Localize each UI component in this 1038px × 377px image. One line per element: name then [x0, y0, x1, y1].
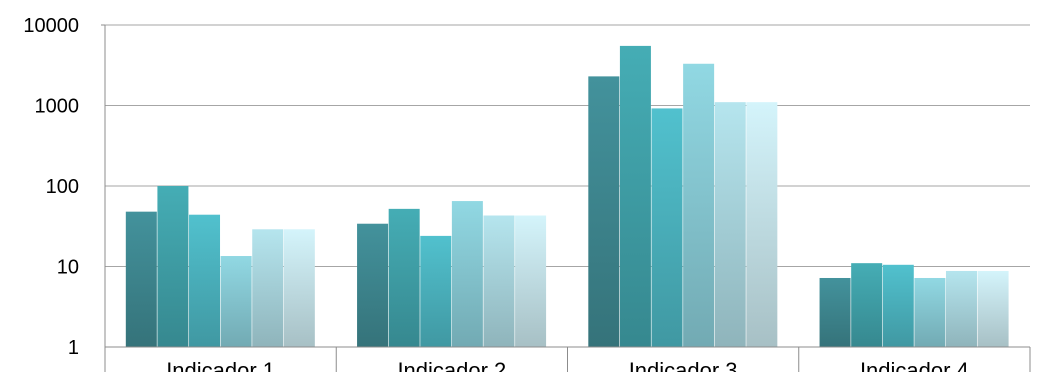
- bar: [125, 211, 157, 347]
- bars: [125, 45, 1009, 348]
- bar: [819, 277, 851, 347]
- bar: [283, 229, 315, 347]
- bar: [189, 214, 221, 347]
- bar: [515, 215, 547, 347]
- bar: [746, 102, 778, 347]
- bar: [683, 63, 715, 347]
- bar: [945, 270, 977, 347]
- y-tick-label: 10: [57, 257, 79, 279]
- x-tick-label: Indicador 2: [397, 358, 506, 372]
- bar: [977, 270, 1009, 347]
- bar: [714, 102, 746, 347]
- y-tick-label: 100: [46, 176, 79, 198]
- x-tick-label: Indicador 3: [629, 358, 738, 372]
- bar: [651, 108, 683, 348]
- axes: [101, 24, 1031, 372]
- bar: [357, 223, 389, 347]
- bar: [483, 215, 515, 347]
- bar: [220, 256, 252, 347]
- bar: [157, 186, 189, 347]
- bar: [252, 229, 284, 347]
- bar: [882, 264, 914, 347]
- bar: [420, 235, 452, 347]
- x-tick-label: Indicador 1: [166, 358, 275, 372]
- y-tick-label: 10000: [23, 15, 79, 37]
- bar: [851, 263, 883, 347]
- y-tick-label: 1000: [35, 96, 80, 118]
- y-tick-label: 1: [68, 337, 79, 359]
- bar: [388, 208, 420, 347]
- x-tick-label: Indicador 4: [860, 358, 969, 372]
- bar: [588, 76, 620, 347]
- bar: [914, 277, 946, 347]
- bar: [451, 201, 483, 347]
- bar: [619, 45, 651, 347]
